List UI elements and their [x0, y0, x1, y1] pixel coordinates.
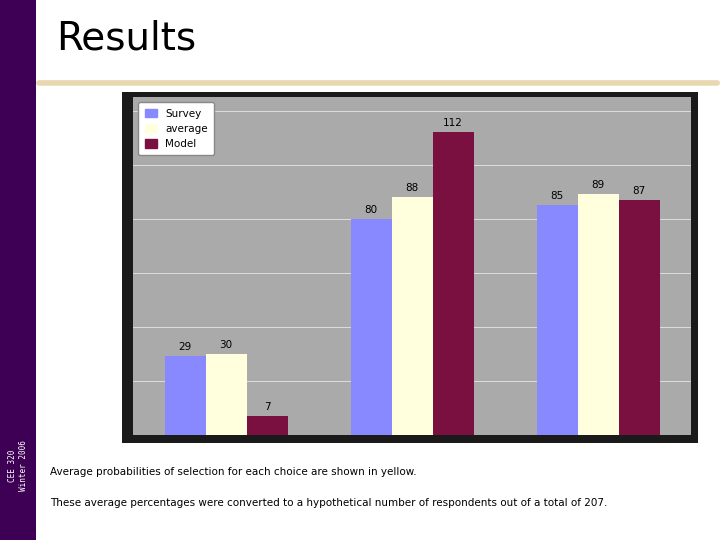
Text: Average probabilities of selection for each choice are shown in yellow.: Average probabilities of selection for e… [50, 467, 416, 477]
Bar [577, 194, 618, 435]
Text: 112: 112 [444, 118, 463, 128]
Bar [537, 205, 577, 435]
Text: 80: 80 [365, 205, 378, 214]
Bar [206, 354, 247, 435]
Bar [351, 219, 392, 435]
Bar [392, 197, 433, 435]
Text: 7: 7 [264, 402, 271, 411]
Text: These average percentages were converted to a hypothetical number of respondents: These average percentages were converted… [50, 498, 607, 508]
Text: 87: 87 [632, 186, 646, 195]
Bar [433, 132, 474, 435]
Bar [165, 356, 206, 435]
Text: 29: 29 [179, 342, 192, 352]
Text: Results: Results [56, 20, 197, 58]
Bar [247, 416, 287, 435]
Text: 85: 85 [551, 191, 564, 201]
Text: CEE 320
Winter 2006: CEE 320 Winter 2006 [9, 441, 27, 491]
Bar [618, 200, 660, 435]
Text: 30: 30 [220, 340, 233, 350]
Legend: Survey, average, Model: Survey, average, Model [138, 103, 215, 156]
Text: 88: 88 [405, 183, 419, 193]
Text: 89: 89 [592, 180, 605, 190]
